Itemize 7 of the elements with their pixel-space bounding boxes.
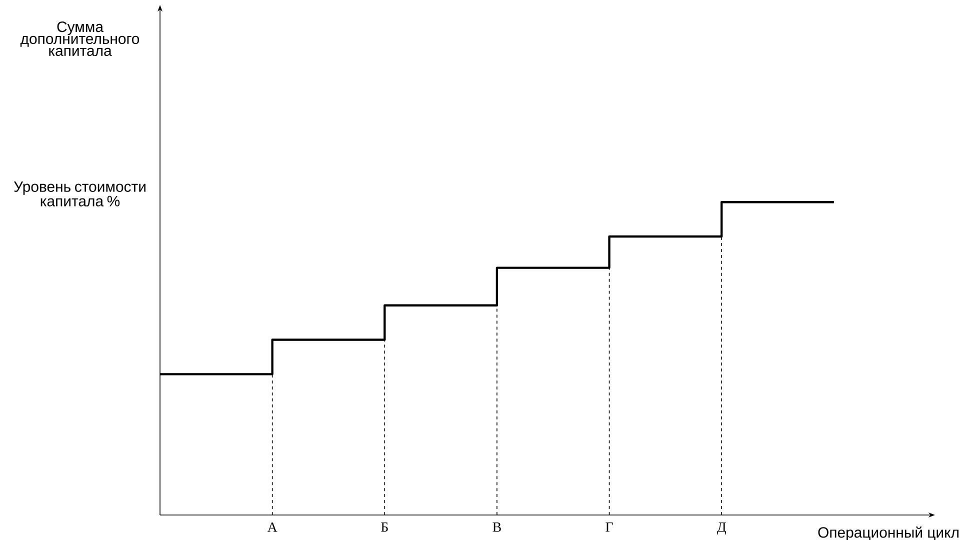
x-tick-label: А bbox=[267, 522, 278, 532]
x-tick-label: Д bbox=[716, 522, 726, 535]
x-tick-label: Г bbox=[606, 522, 613, 532]
text: Уровень стоимости капитала % bbox=[14, 182, 146, 206]
x-tick-label: Б bbox=[381, 522, 388, 532]
text: Сумма дополнительного капитала bbox=[20, 22, 140, 56]
x-tick-label: В bbox=[492, 522, 501, 532]
